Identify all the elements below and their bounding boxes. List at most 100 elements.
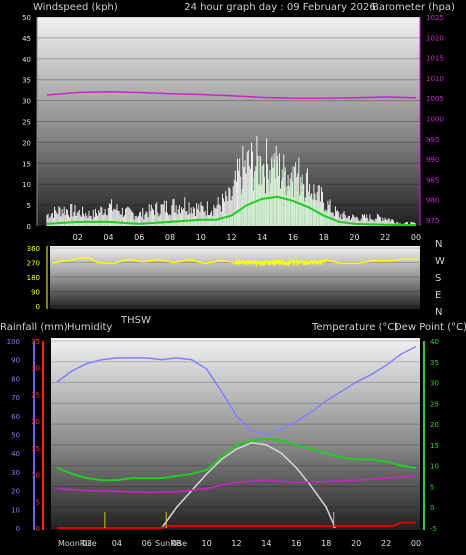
temperature-tick-label: 15 [430, 442, 439, 450]
barometer-line [46, 90, 417, 99]
humidity-tick-label: 0 [16, 525, 20, 533]
direction-tick-label: 270 [27, 260, 40, 268]
humidity-tick-label: 80 [11, 375, 20, 383]
wind-x-tick-label: 02 [73, 233, 83, 242]
temperature-x-tick-label: 22 [381, 539, 391, 548]
barometer-tick-labels: 975 980 985 990 995 1000 1005 1010 1015 1020 1025 [426, 14, 444, 225]
windspeed-tick-labels: 0 5 10 15 20 25 30 35 40 45 50 [22, 14, 31, 231]
temperature-x-tick-label: 02 [82, 539, 92, 548]
temperature-tick-label: 5 [430, 483, 434, 491]
humidity-tick-label: 100 [7, 338, 20, 346]
barometer-tick-label: 1000 [426, 116, 444, 124]
rainfall-tick-label: 5 [36, 498, 40, 506]
temperature-x-tick-labels: 02 04 06 08 10 12 14 16 18 20 22 00 [82, 539, 421, 548]
temperature-tick-label: 0 [430, 504, 434, 512]
wind-x-tick-label: 16 [288, 233, 298, 242]
direction-label-n-top: N [435, 239, 442, 250]
temperature-panel-background [51, 338, 420, 530]
direction-tick-label: 90 [31, 289, 40, 297]
temperature-x-tick-label: 08 [172, 539, 182, 548]
windspeed-tick-label: 5 [27, 202, 31, 210]
temperature-x-tick-label: 18 [321, 539, 331, 548]
barometer-tick-label: 975 [426, 217, 439, 225]
direction-label-s: S [435, 273, 441, 284]
direction-label-n-bottom: N [435, 307, 442, 318]
windspeed-axis-label: Windspeed (kph) [33, 2, 118, 13]
temperature-tick-label: -5 [430, 525, 437, 533]
wind-x-tick-label: 10 [196, 233, 206, 242]
dewpoint-axis-label: Dew Point (°C) [394, 322, 466, 333]
temperature-line [56, 437, 417, 482]
direction-label-e: E [435, 290, 441, 301]
rainfall-axis-label: Rainfall (mm) [0, 322, 68, 333]
direction-noise-line [234, 257, 327, 268]
barometer-tick-label: 1025 [426, 14, 444, 22]
wind-x-tick-label: 14 [257, 233, 267, 242]
humidity-tick-label: 70 [11, 394, 20, 402]
humidity-tick-labels: 0 10 20 30 40 50 60 70 80 90 100 [7, 338, 20, 533]
rainfall-tick-labels: 0 5 10 15 20 25 30 35 [31, 338, 40, 533]
windspeed-tick-label: 40 [22, 56, 31, 64]
humidity-tick-label: 10 [11, 506, 20, 514]
wind-x-tick-label: 00 [411, 233, 421, 242]
wind-x-tick-labels: 02 04 06 08 10 12 14 16 18 20 22 00 [73, 233, 421, 242]
barometer-tick-label: 985 [426, 176, 439, 184]
direction-panel-background [50, 246, 420, 309]
temperature-x-tick-label: 10 [201, 539, 211, 548]
windspeed-tick-label: 25 [22, 119, 31, 127]
direction-tick-label: 360 [27, 245, 40, 253]
temperature-tick-label: 35 [430, 359, 439, 367]
wind-average-line [46, 195, 417, 227]
chart-title: 24 hour graph day : 09 February 2026 [184, 2, 375, 13]
wind-x-tick-label: 22 [380, 233, 390, 242]
temperature-tick-label: 20 [430, 421, 439, 429]
barometer-tick-label: 1005 [426, 95, 444, 103]
dewpoint-line [56, 475, 417, 494]
humidity-tick-label: 60 [11, 413, 20, 421]
moonrise-label: MoonRise [58, 539, 97, 548]
barometer-tick-label: 990 [426, 156, 439, 164]
direction-series [51, 256, 418, 268]
humidity-tick-label: 90 [11, 357, 20, 365]
temperature-x-tick-label: 00 [411, 539, 421, 548]
direction-line [51, 256, 418, 265]
barometer-tick-label: 995 [426, 136, 439, 144]
rainfall-tick-label: 15 [31, 445, 40, 453]
direction-tick-label: 180 [27, 274, 40, 282]
direction-tick-label: 0 [36, 303, 40, 311]
windspeed-tick-label: 30 [22, 98, 31, 106]
direction-label-w: W [435, 256, 445, 267]
barometer-tick-label: 1010 [426, 75, 444, 83]
temperature-tick-label: 30 [430, 380, 439, 388]
barometer-tick-label: 1020 [426, 34, 444, 42]
humidity-tick-label: 50 [11, 432, 20, 440]
humidity-tick-label: 40 [11, 450, 20, 458]
rainfall-tick-label: 0 [36, 525, 40, 533]
temperature-axis-label: Temperature (°C) [311, 322, 398, 333]
windspeed-tick-label: 20 [22, 139, 31, 147]
temperature-x-tick-label: 12 [231, 539, 241, 548]
rainfall-tick-label: 35 [31, 338, 40, 346]
barometer-axis-label: Barometer (hpa) [372, 2, 455, 13]
windspeed-tick-label: 10 [22, 181, 31, 189]
temperature-x-tick-label: 06 [142, 539, 152, 548]
wind-series [46, 90, 417, 227]
windspeed-tick-label: 35 [22, 77, 31, 85]
temperature-x-tick-label: 04 [112, 539, 122, 548]
direction-tick-labels: 0 90 180 270 360 [27, 245, 40, 311]
wind-x-tick-label: 08 [165, 233, 175, 242]
wind-x-tick-label: 18 [319, 233, 329, 242]
wind-x-tick-label: 20 [349, 233, 359, 242]
rainfall-tick-label: 30 [31, 365, 40, 373]
temperature-tick-label: 10 [430, 463, 439, 471]
humidity-axis-label: Humidity [67, 322, 112, 333]
temperature-x-tick-label: 14 [261, 539, 271, 548]
windspeed-tick-label: 15 [22, 160, 31, 168]
temperature-x-tick-label: 20 [351, 539, 361, 548]
temperature-tick-label: 40 [430, 338, 439, 346]
barometer-tick-label: 980 [426, 197, 439, 205]
rainfall-tick-label: 10 [31, 472, 40, 480]
humidity-tick-label: 20 [11, 488, 20, 496]
rainfall-tick-label: 20 [31, 418, 40, 426]
